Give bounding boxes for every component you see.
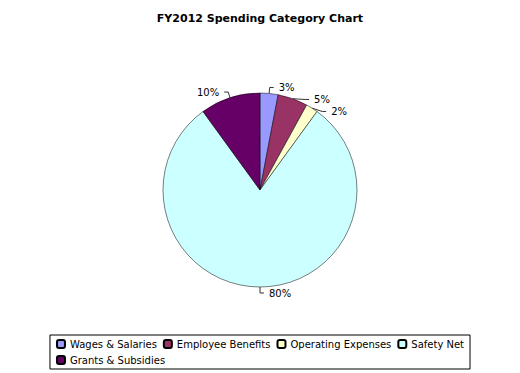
svg-text:FY2012 Spending Category Chart: FY2012 Spending Category Chart xyxy=(157,12,363,25)
svg-text:Grants & Subsidies: Grants & Subsidies xyxy=(70,355,165,366)
svg-text:Operating Expenses: Operating Expenses xyxy=(290,339,391,350)
svg-text:2%: 2% xyxy=(331,106,347,117)
svg-text:Safety Net: Safety Net xyxy=(411,339,464,350)
svg-text:Wages & Salaries: Wages & Salaries xyxy=(70,339,157,350)
svg-text:3%: 3% xyxy=(279,82,295,93)
svg-text:5%: 5% xyxy=(314,94,330,105)
svg-text:80%: 80% xyxy=(269,288,291,299)
svg-text:Employee Benefits: Employee Benefits xyxy=(177,339,271,350)
svg-text:10%: 10% xyxy=(197,87,219,98)
